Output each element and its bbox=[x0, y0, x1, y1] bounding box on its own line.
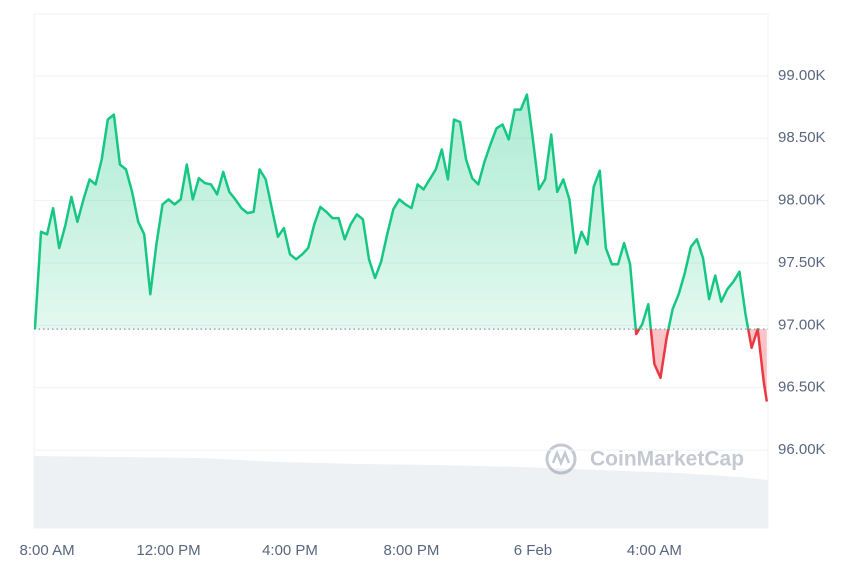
volume-area bbox=[34, 456, 768, 528]
x-tick-label: 6 Feb bbox=[514, 542, 552, 559]
x-tick-label: 12:00 PM bbox=[136, 542, 200, 559]
y-tick-label: 96.50K bbox=[778, 379, 826, 396]
x-tick-label: 8:00 PM bbox=[384, 542, 440, 559]
x-tick-label: 8:00 AM bbox=[20, 542, 75, 559]
area-above bbox=[34, 94, 758, 330]
y-tick-label: 96.00K bbox=[778, 441, 826, 458]
y-tick-label: 99.00K bbox=[778, 67, 826, 84]
watermark-text: CoinMarketCap bbox=[590, 448, 744, 471]
y-tick-label: 98.50K bbox=[778, 129, 826, 146]
price-line-above bbox=[34, 93, 759, 330]
x-tick-label: 4:00 AM bbox=[627, 542, 682, 559]
y-tick-label: 97.50K bbox=[778, 254, 826, 271]
x-tick-label: 4:00 PM bbox=[262, 542, 318, 559]
y-tick-label: 98.00K bbox=[778, 192, 826, 209]
watermark: CoinMarketCap bbox=[545, 443, 744, 475]
y-tick-label: 97.00K bbox=[778, 316, 826, 333]
